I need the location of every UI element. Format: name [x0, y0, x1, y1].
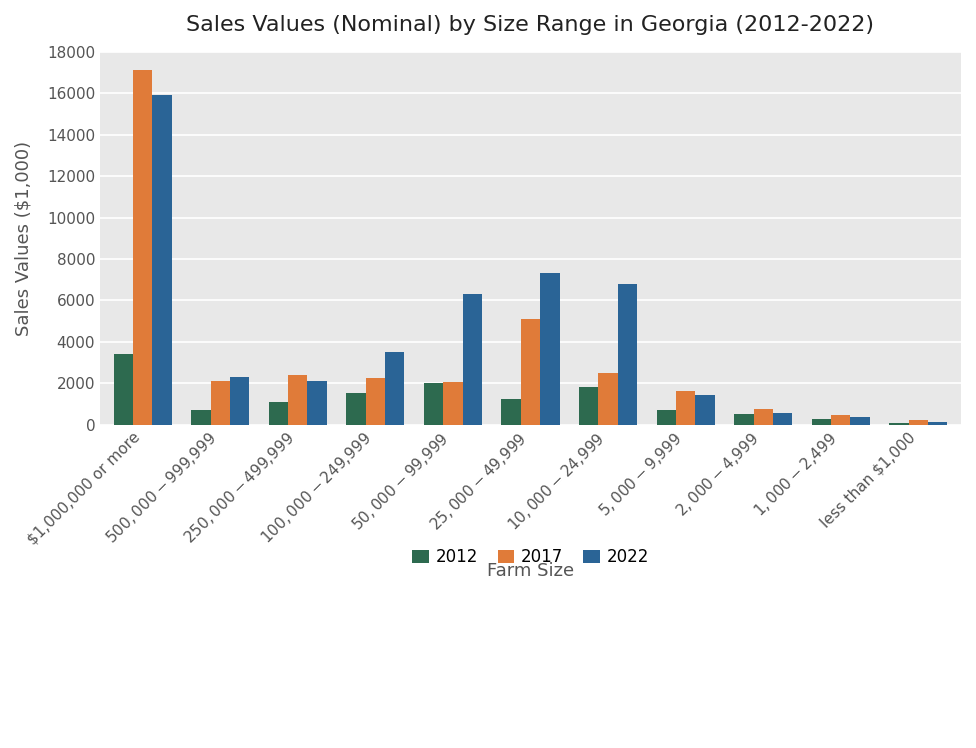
Bar [928, 422, 948, 425]
Bar [850, 417, 870, 425]
Bar [288, 375, 307, 425]
Bar [812, 420, 832, 425]
Bar [889, 423, 909, 425]
Bar [152, 95, 172, 425]
X-axis label: Farm Size: Farm Size [487, 562, 574, 580]
Bar [657, 410, 676, 425]
Bar [230, 377, 249, 425]
Bar [346, 393, 366, 425]
Y-axis label: Sales Values ($1,000): Sales Values ($1,000) [15, 141, 33, 336]
Bar [832, 415, 850, 425]
Bar [579, 387, 598, 425]
Bar [307, 381, 327, 425]
Bar [133, 70, 152, 425]
Bar [598, 373, 618, 425]
Bar [366, 378, 386, 425]
Bar [113, 355, 133, 425]
Bar [753, 409, 773, 425]
Bar [676, 391, 695, 425]
Legend: 2012, 2017, 2022: 2012, 2017, 2022 [405, 542, 656, 573]
Bar [773, 413, 793, 425]
Bar [540, 274, 559, 425]
Bar [463, 294, 482, 425]
Bar [502, 399, 521, 425]
Bar [191, 410, 211, 425]
Bar [386, 352, 404, 425]
Bar [268, 402, 288, 425]
Bar [424, 383, 443, 425]
Bar [909, 420, 928, 425]
Bar [521, 319, 540, 425]
Title: Sales Values (Nominal) by Size Range in Georgia (2012-2022): Sales Values (Nominal) by Size Range in … [186, 15, 874, 35]
Bar [443, 382, 463, 425]
Bar [211, 381, 230, 425]
Bar [695, 395, 714, 425]
Bar [734, 414, 753, 425]
Bar [618, 283, 637, 425]
